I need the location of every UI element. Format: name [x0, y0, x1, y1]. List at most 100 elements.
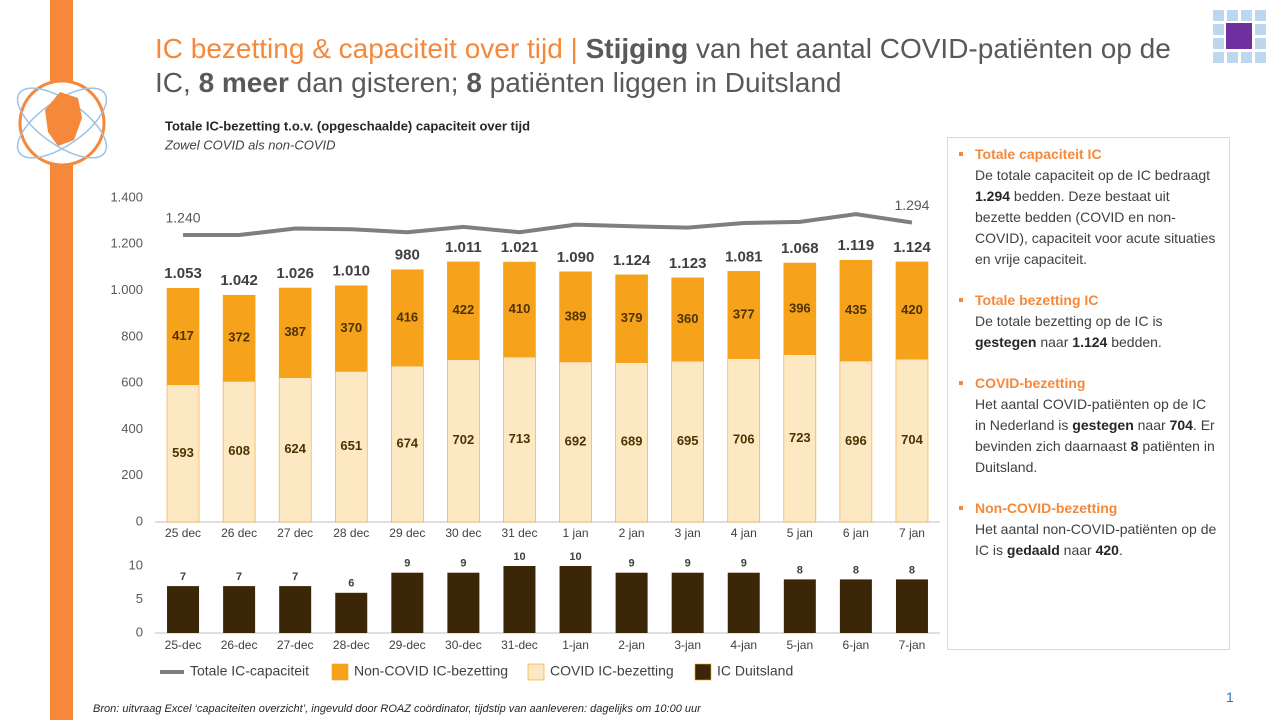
- title-part: van het aantal COVID-patiënten op de IC,: [155, 33, 1171, 98]
- x-tick-label: 2 jan: [619, 526, 645, 540]
- bar: [335, 592, 368, 633]
- icon-square: [1227, 10, 1238, 21]
- bar: [615, 362, 648, 523]
- bar-label: 8: [909, 564, 915, 576]
- side-band: [50, 0, 73, 720]
- bar: [671, 572, 704, 633]
- slide-title: IC bezetting & capaciteit over tijd | St…: [155, 32, 1175, 100]
- bar: [783, 354, 817, 523]
- bar-label: 674: [396, 435, 418, 450]
- chart-title: Totale IC-bezetting t.o.v. (opgeschaalde…: [165, 118, 530, 133]
- y-tick-label: 0: [136, 624, 143, 639]
- panel-text: . Er bevinden zich daarnaast: [975, 417, 1215, 454]
- total-label: 980: [395, 247, 420, 264]
- bar: [895, 579, 928, 633]
- legend-label: COVID IC-bezetting: [550, 663, 674, 679]
- bar: [839, 360, 873, 523]
- x-tick-label: 28 dec: [333, 526, 369, 540]
- bar: [334, 285, 368, 372]
- x-tick-label: 26-dec: [221, 638, 258, 652]
- icon-square: [1213, 52, 1224, 63]
- x-tick-label: 29 dec: [389, 526, 425, 540]
- panel-heading: Totale capaciteit IC: [959, 144, 1219, 165]
- bar: [895, 261, 929, 360]
- title-part: Stijging: [585, 33, 689, 64]
- panel-heading: Non-COVID-bezetting: [959, 498, 1219, 519]
- x-tick-label: 1 jan: [563, 526, 589, 540]
- chart-subtitle: Zowel COVID als non-COVID: [164, 137, 336, 152]
- title-part: IC bezetting & capaciteit over tijd |: [155, 33, 586, 64]
- bar-label: 723: [789, 430, 811, 445]
- bar: [671, 277, 704, 362]
- bar-label: 706: [733, 432, 755, 447]
- bar: [447, 572, 480, 633]
- bar: [503, 261, 536, 358]
- bar-label: 422: [453, 302, 475, 317]
- bar: [223, 586, 256, 633]
- x-tick-label: 27 dec: [277, 526, 313, 540]
- panel-text: 1.124: [1072, 334, 1108, 350]
- y-tick-label: 800: [121, 328, 143, 343]
- bar: [278, 377, 312, 523]
- corner-icon: [1213, 10, 1267, 64]
- bar-label: 9: [460, 558, 466, 570]
- icon-square: [1213, 10, 1224, 21]
- bar: [166, 384, 200, 523]
- x-tick-label: 4-jan: [730, 638, 757, 652]
- x-tick-label: 31 dec: [501, 526, 537, 540]
- panel-item: Totale bezetting IC De totale bezetting o…: [959, 290, 1219, 353]
- bar-label: 6: [348, 578, 354, 590]
- bar-label: 387: [284, 324, 306, 339]
- x-tick-label: 25-dec: [165, 638, 202, 652]
- bar: [671, 360, 704, 523]
- bar-label: 379: [621, 310, 643, 325]
- x-tick-label: 7-jan: [899, 638, 926, 652]
- panel-item: Non-COVID-bezetting Het aantal non-COVID-…: [959, 498, 1219, 561]
- bar: [222, 380, 256, 523]
- panel-text: naar: [1059, 542, 1096, 558]
- logo: [16, 79, 108, 167]
- panel-text: patiënten in Duitsland.: [975, 438, 1215, 475]
- panel-body: Het aantal non-COVID-patiënten op de IC …: [975, 519, 1219, 561]
- bar: [503, 356, 536, 523]
- bar-label: 420: [901, 302, 923, 317]
- bar-label: 7: [236, 571, 242, 583]
- bar-label: 377: [733, 306, 755, 321]
- panel-text: naar: [1036, 334, 1073, 350]
- bar-label: 435: [845, 302, 867, 317]
- icon-square: [1213, 38, 1224, 49]
- x-tick-label: 5 jan: [787, 526, 813, 540]
- total-label: 1.042: [220, 272, 258, 289]
- bar-label: 608: [228, 443, 250, 458]
- bar-label: 372: [228, 330, 250, 345]
- total-label: 1.021: [501, 239, 539, 256]
- legend-swatch: [694, 663, 712, 681]
- total-label: 1.081: [725, 248, 763, 265]
- x-tick-label: 27-dec: [277, 638, 314, 652]
- bar: [727, 572, 760, 633]
- page-number: 1: [1226, 689, 1234, 705]
- panel-heading: COVID-bezetting: [959, 373, 1219, 394]
- panel-text: bedden. Deze bestaat uit bezette bedden …: [975, 188, 1216, 267]
- bar: [391, 572, 424, 633]
- legend-swatch: [527, 663, 545, 681]
- y-tick-label: 10: [129, 557, 143, 572]
- x-tick-label: 6-jan: [843, 638, 870, 652]
- x-tick-label: 30 dec: [445, 526, 481, 540]
- panel-body: De totale capaciteit op de IC bedraagt 1…: [975, 165, 1219, 270]
- bar-label: 7: [180, 571, 186, 583]
- x-tick-label: 29-dec: [389, 638, 426, 652]
- bar: [783, 579, 816, 633]
- bar-label: 593: [172, 445, 194, 460]
- total-label: 1.124: [613, 252, 651, 269]
- line-label: 1.240: [166, 210, 201, 226]
- bar: [559, 361, 592, 523]
- x-tick-label: 4 jan: [731, 526, 757, 540]
- bar: [727, 271, 761, 359]
- bar-label: 10: [513, 551, 525, 563]
- y-tick-label: 200: [121, 467, 143, 482]
- icon-square: [1255, 38, 1266, 49]
- bar-label: 9: [741, 558, 747, 570]
